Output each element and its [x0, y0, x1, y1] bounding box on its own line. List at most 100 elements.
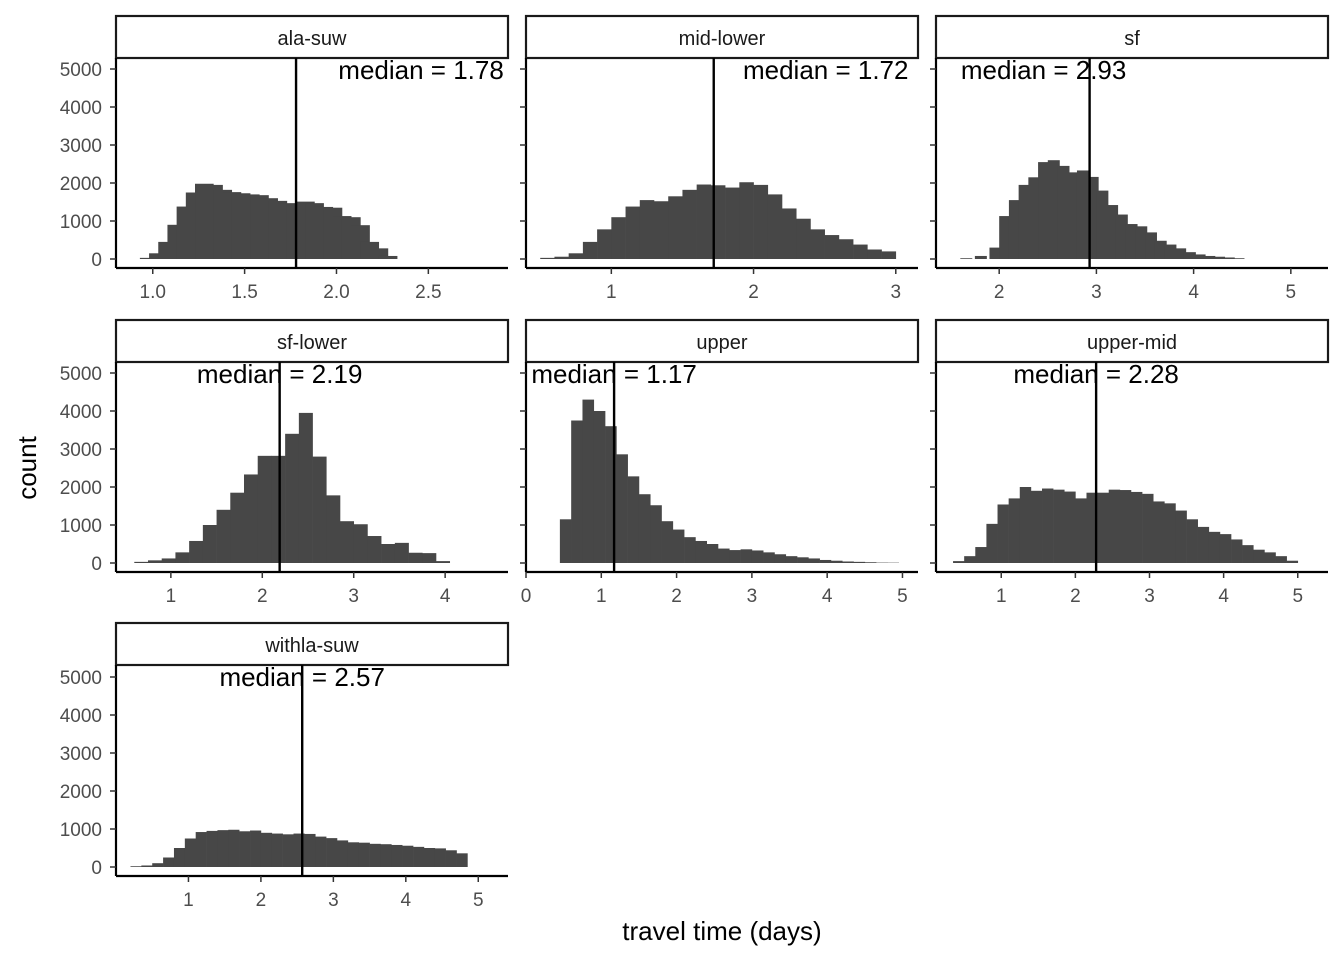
histogram-bar	[1183, 252, 1196, 259]
histogram-bar	[402, 845, 414, 867]
histogram-bar	[706, 544, 719, 563]
x-tick-label: 4	[822, 586, 833, 607]
histogram-bar	[808, 558, 820, 563]
histogram-bar	[423, 848, 436, 867]
histogram-bar	[184, 838, 196, 867]
histogram-bar	[881, 251, 897, 259]
histogram-bar	[130, 866, 142, 867]
facet-panel-sf: sf 2 3 4 5 median = 2.93	[930, 14, 1330, 303]
histogram-bar	[1108, 489, 1121, 563]
histogram-bar	[1222, 257, 1235, 259]
histogram-bar	[202, 525, 217, 563]
facet-strip	[114, 621, 510, 667]
histogram-bar	[152, 863, 164, 867]
histogram-bar	[554, 256, 569, 259]
histogram-bar	[369, 843, 381, 867]
histogram-bar	[260, 832, 273, 867]
facet-strip-label: upper	[696, 332, 747, 354]
histogram-bar	[456, 853, 468, 867]
histogram-bar	[540, 257, 555, 259]
histogram-bar	[654, 201, 669, 259]
facet-panel-sf-lower: sf-lower 0 1000 2000 3000 4000 5000 1 2 3 4 median …	[60, 318, 510, 607]
histogram-bar	[1076, 170, 1089, 259]
histogram-bar	[1253, 549, 1265, 563]
facet-strip-label: mid-lower	[679, 28, 766, 50]
x-tick-label: 4	[440, 586, 451, 607]
facet-strip	[524, 14, 920, 60]
histogram-bar	[1106, 205, 1119, 259]
histogram-bar	[696, 184, 712, 259]
histogram-bar	[369, 248, 389, 259]
histogram-bar	[1275, 556, 1287, 563]
histogram-bar	[1242, 545, 1254, 563]
median-label: median = 2.28	[1013, 359, 1179, 389]
y-tick-label: 5000	[60, 364, 102, 385]
facet-strip	[934, 318, 1330, 364]
facet-strip-label: sf-lower	[277, 332, 347, 354]
x-tick-label: 3	[328, 890, 339, 911]
median-label: median = 2.93	[961, 55, 1127, 85]
median-label: median = 1.17	[531, 359, 697, 389]
histogram-bar	[189, 540, 204, 563]
histogram-bar	[725, 187, 740, 259]
y-tick-label: 4000	[60, 98, 102, 119]
histogram-bar	[953, 561, 965, 563]
histogram-bar	[173, 848, 186, 867]
x-tick-label: 1	[596, 586, 607, 607]
histogram-bar	[740, 549, 753, 563]
histogram-bar	[1067, 172, 1080, 259]
histogram-bar	[163, 857, 175, 867]
histogram-bar	[257, 455, 272, 563]
histogram-bar	[1008, 498, 1021, 563]
facet-panel-upper-mid: upper-mid 1 2 3 4 5 median = 2.28	[930, 318, 1330, 607]
histogram-bar	[986, 523, 998, 563]
x-tick-label: 4	[1188, 282, 1199, 303]
histogram-bar	[282, 834, 294, 867]
y-tick-label: 1000	[60, 516, 102, 537]
histogram-bar	[1038, 162, 1051, 259]
y-tick-label: 1000	[60, 212, 102, 233]
histogram-bar	[796, 218, 811, 259]
histogram-bar	[739, 182, 754, 259]
histogram-bar	[1057, 165, 1070, 259]
histogram-bar	[271, 833, 283, 867]
histogram-bar	[134, 561, 149, 563]
histogram-bar	[1115, 214, 1128, 259]
facet-panel-mid-lower: mid-lower 1 2 3 median = 1.72	[520, 14, 920, 303]
x-tick-label: 1	[996, 586, 1007, 607]
histogram-bar	[1075, 498, 1087, 563]
y-tick-label: 3000	[60, 136, 102, 157]
median-label: median = 1.72	[743, 55, 909, 85]
histogram-bar	[326, 838, 338, 867]
histogram-bar	[436, 561, 451, 563]
histogram-bar	[605, 426, 617, 563]
histogram-bar	[1186, 519, 1198, 563]
histogram-bar	[1086, 492, 1098, 563]
histogram-bar	[304, 833, 316, 867]
x-tick-label: 2	[748, 282, 759, 303]
histogram-bar	[244, 474, 259, 563]
histogram-bar	[810, 229, 825, 259]
histogram-bar	[785, 556, 798, 563]
histogram-bar	[413, 846, 425, 867]
histogram-bar	[1130, 491, 1143, 563]
histogram-bar	[597, 229, 612, 259]
histogram-bar	[1142, 493, 1154, 563]
facet-strip-label: sf	[1124, 28, 1140, 50]
histogram-bar	[729, 550, 741, 563]
histogram-bar	[838, 239, 854, 259]
x-axis-title: travel time (days)	[622, 916, 821, 946]
histogram-bar	[1219, 534, 1232, 563]
x-tick-label: 2	[257, 586, 268, 607]
y-tick-label: 0	[91, 250, 102, 271]
x-tick-label: 1	[166, 586, 177, 607]
facet-strip	[114, 14, 510, 60]
histogram-bar	[767, 194, 783, 259]
histogram-bar	[718, 548, 730, 563]
histogram-bar	[1018, 184, 1031, 259]
histogram-bar	[1164, 503, 1176, 563]
histogram-bar	[141, 865, 153, 867]
histogram-bar	[1125, 224, 1138, 259]
histogram-bar	[867, 249, 882, 259]
